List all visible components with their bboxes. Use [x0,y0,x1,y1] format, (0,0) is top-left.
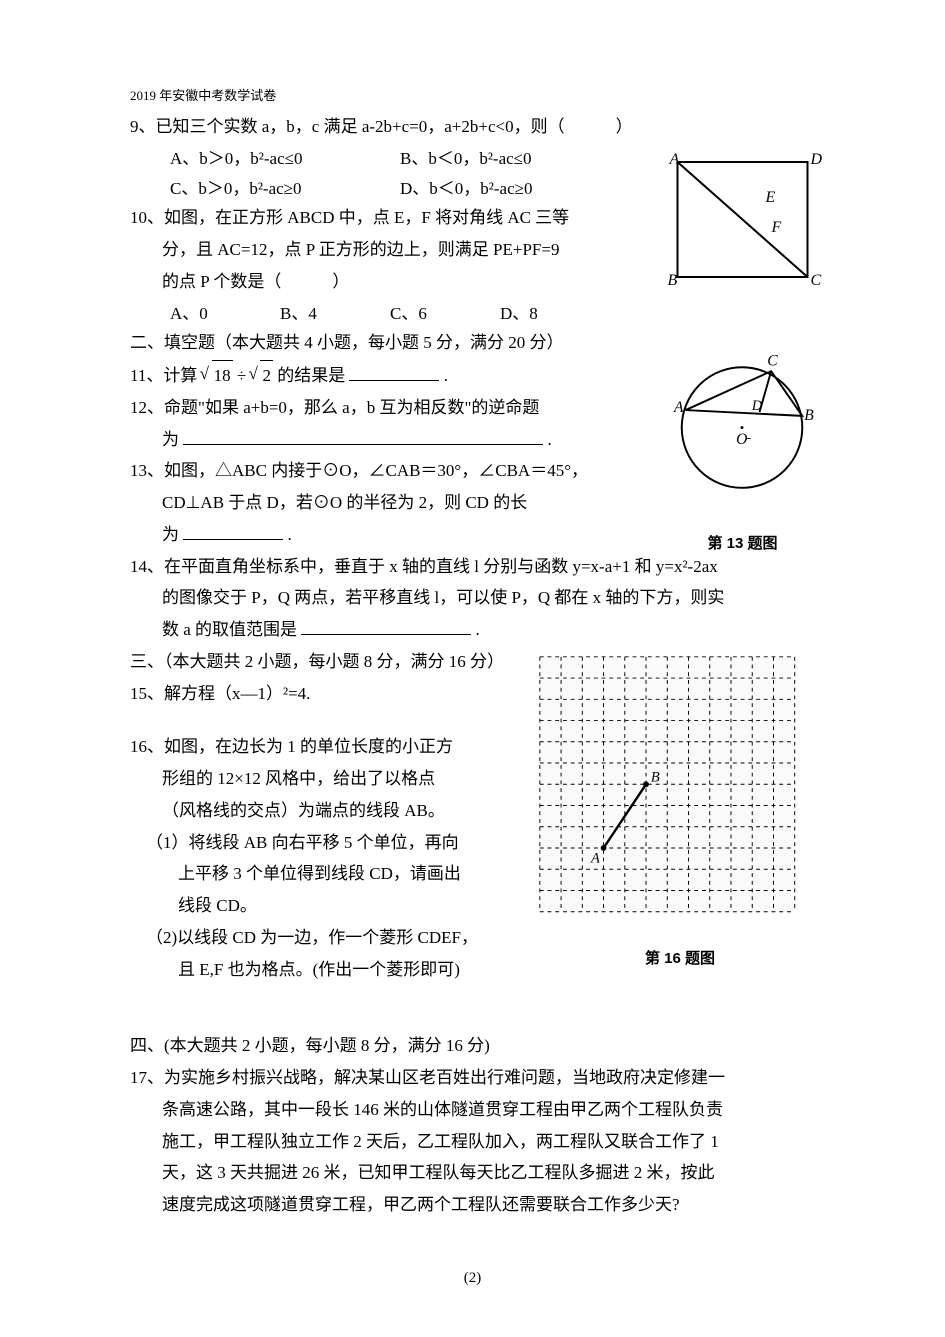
svg-text:C: C [767,352,778,369]
svg-text:D: D [751,398,763,414]
q13-line3: 为 . [130,520,650,550]
figure-q13-circle: A B C D O̵ 第 13 题图 [660,342,825,517]
q12-l2-text: 为 [162,430,179,449]
q17-line2: 条高速公路，其中一段长 146 米的山体隧道贯穿工程由甲乙两个工程队负责 [130,1095,815,1125]
q16-p1b: 上平移 3 个单位得到线段 CD，请画出 [130,859,510,889]
q12-line1: 12、命题"如果 a+b=0，那么 a，b 互为相反数"的逆命题 [130,393,650,423]
q9-opt-d: D、b＜0，b²-ac≥0 [400,174,630,204]
section2-heading: 二、填空题（本大题共 4 小题，每小题 5 分，满分 20 分） [130,328,650,358]
figure-q13-caption: 第 13 题图 [660,531,825,557]
q14-line3: 数 a 的取值范围是 . [130,615,815,645]
q10-line1: 10、如图，在正方形 ABCD 中，点 E，F 将对角线 AC 三等 [130,203,650,233]
svg-text:B: B [651,769,660,785]
svg-text:C: C [811,272,822,289]
q11-blank [349,362,439,381]
q17-line1: 17、为实施乡村振兴战略，解决某山区老百姓出行难问题，当地政府决定修建一 [130,1063,815,1093]
q16-p1c: 线段 CD。 [130,891,510,921]
q13-line1: 13、如图，△ABC 内接于⊙O，∠CAB＝30°，∠CBA＝45°， [130,456,650,486]
q9-opt-b: B、b＜0，b²-ac≤0 [400,144,630,174]
q17-line3: 施工，甲工程队独立工作 2 天后，乙工程队加入，两工程队又联合工作了 1 [130,1127,815,1157]
svg-text:B: B [804,407,814,424]
q13-line2: CD⊥AB 于点 D，若⊙O 的半径为 2，则 CD 的长 [130,488,650,518]
q10-line2: 分，且 AC=12，点 P 正方形的边上，则满足 PE+PF=9 [130,235,650,265]
q11-pre: 11、计算 [130,366,197,385]
q10-line3: 的点 P 个数是（ ） [130,267,650,297]
q12-blank [183,426,543,445]
svg-text:F: F [771,219,782,236]
q16-p2b: 且 E,F 也为格点。(作出一个菱形即可) [130,955,510,985]
q16-p1a: （1）将线段 AB 向右平移 5 个单位，再向 [130,828,510,858]
q16-line1: 16、如图，在边长为 1 的单位长度的小正方 [130,732,510,762]
q11-mid: 的结果是 [277,366,345,385]
q16-p2a: （2)以线段 CD 为一边，作一个菱形 CDEF， [130,923,510,953]
q17-line4: 天，这 3 天共掘进 26 米，已知甲工程队每天比乙工程队多掘进 2 米，按此 [130,1158,815,1188]
q10-options: A、0 B、4 C、6 D、8 [130,299,650,329]
q13-blank [183,521,283,540]
q9-stem: 9、已知三个实数 a，b，c 满足 a-2b+c=0，a+2b+c<0，则（ ） [130,112,815,142]
q10-opt-b: B、4 [280,299,390,329]
q11: 11、计算 18 ÷ 2 的结果是 . [130,360,650,391]
q9-opt-a: A、b＞0，b²-ac≤0 [170,144,400,174]
svg-text:A: A [673,399,684,416]
svg-text:B: B [668,272,678,289]
page-header: 2019 年安徽中考数学试卷 [130,85,815,104]
svg-text:D: D [810,152,823,168]
q12-dot: . [548,430,552,449]
q14-dot: . [476,620,480,639]
q10-opt-a: A、0 [170,299,280,329]
q11-dot: . [444,366,448,385]
q14-blank [301,616,471,635]
figure-q16-caption: 第 16 题图 [530,946,830,972]
q13-l3-text: 为 [162,525,179,544]
q13-dot: . [288,525,292,544]
sqrt18-icon: 18 [202,360,233,391]
figure-q10-square: A D B C E F [665,152,825,292]
page-number: (2) [0,1270,945,1287]
q10-opt-d: D、8 [500,299,610,329]
q12-line2: 为 . [130,425,650,455]
q17-line5: 速度完成这项隧道贯穿工程，甲乙两个工程队还需要联合工作多少天? [130,1190,815,1220]
q14-line2: 的图像交于 P，Q 两点，若平移直线 l，可以使 P，Q 都在 x 轴的下方，则… [130,583,815,613]
q16-line2: 形组的 12×12 风格中，给出了以格点 [130,764,510,794]
q14-l3-text: 数 a 的取值范围是 [162,620,297,639]
sqrt2-icon: 2 [250,360,273,391]
q9-opt-c: C、b＞0，b²-ac≥0 [170,174,400,204]
section4-heading: 四、(本大题共 2 小题，每小题 8 分，满分 16 分) [130,1031,815,1061]
content-area: A D B C E F A B C D O̵ 第 13 题图 [130,112,815,1220]
q16-line3: （风格线的交点）为端点的线段 AB。 [130,796,510,826]
figure-q16-grid: A B 第 16 题图 [530,652,830,962]
q10-opt-c: C、6 [390,299,500,329]
svg-text:O̵: O̵ [736,431,751,448]
svg-text:A: A [590,850,600,866]
svg-text:A: A [669,152,680,168]
svg-text:E: E [765,189,776,206]
q9-options: A、b＞0，b²-ac≤0 B、b＜0，b²-ac≤0 C、b＞0，b²-ac≥… [130,144,650,204]
